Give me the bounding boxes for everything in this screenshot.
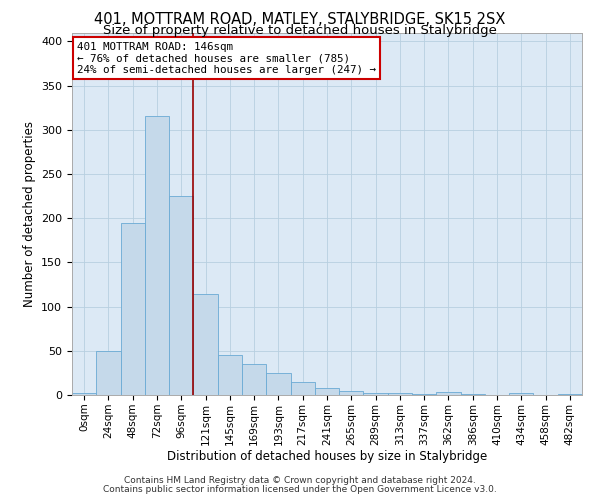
Bar [412, 394, 436, 395]
Text: 401 MOTTRAM ROAD: 146sqm
← 76% of detached houses are smaller (785)
24% of semi-: 401 MOTTRAM ROAD: 146sqm ← 76% of detach… [77, 42, 376, 75]
Bar [121, 222, 145, 395]
Bar [339, 392, 364, 395]
Text: Contains public sector information licensed under the Open Government Licence v3: Contains public sector information licen… [103, 485, 497, 494]
Bar [242, 364, 266, 395]
Bar [145, 116, 169, 395]
Bar [72, 393, 96, 395]
Bar [509, 393, 533, 395]
Text: Contains HM Land Registry data © Crown copyright and database right 2024.: Contains HM Land Registry data © Crown c… [124, 476, 476, 485]
Bar [436, 392, 461, 395]
Bar [315, 388, 339, 395]
Bar [290, 382, 315, 395]
Text: 401, MOTTRAM ROAD, MATLEY, STALYBRIDGE, SK15 2SX: 401, MOTTRAM ROAD, MATLEY, STALYBRIDGE, … [94, 12, 506, 28]
Bar [388, 393, 412, 395]
Bar [218, 355, 242, 395]
Bar [169, 196, 193, 395]
Bar [266, 373, 290, 395]
Bar [558, 394, 582, 395]
Bar [96, 351, 121, 395]
Bar [364, 393, 388, 395]
X-axis label: Distribution of detached houses by size in Stalybridge: Distribution of detached houses by size … [167, 450, 487, 464]
Y-axis label: Number of detached properties: Number of detached properties [23, 120, 35, 306]
Text: Size of property relative to detached houses in Stalybridge: Size of property relative to detached ho… [103, 24, 497, 37]
Bar [461, 394, 485, 395]
Bar [193, 294, 218, 395]
